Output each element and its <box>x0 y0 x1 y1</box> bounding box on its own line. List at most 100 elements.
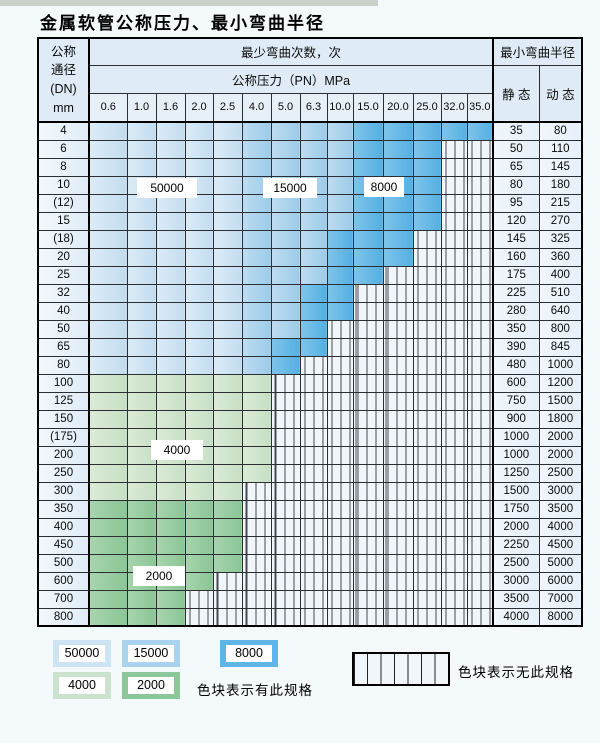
no-spec-cell <box>440 301 468 321</box>
no-spec-cell <box>440 589 468 609</box>
spec-cell-50000 <box>126 319 157 339</box>
spec-cell-4000 <box>241 391 272 411</box>
spec-cell-8000 <box>270 355 301 375</box>
spec-cell-2000 <box>88 553 128 573</box>
dn-value: 4 <box>37 121 90 141</box>
spec-cell-4000 <box>241 427 272 447</box>
no-spec-cell <box>382 409 414 429</box>
dynamic-radius-value: 360 <box>538 247 583 267</box>
spec-cell-50000 <box>155 121 186 141</box>
pressure-tick: 2.0 <box>184 92 214 123</box>
spec-cell-2000 <box>88 571 128 591</box>
spec-cell-8000 <box>270 337 301 357</box>
bend-count-header: 最少弯曲次数，次 <box>88 37 494 66</box>
no-spec-cell <box>299 391 328 411</box>
pressure-tick: 0.6 <box>88 92 128 123</box>
no-spec-cell <box>412 445 442 465</box>
spec-cell-8000 <box>352 121 384 141</box>
no-spec-cell <box>326 571 354 591</box>
dn-header-line: mm <box>53 100 74 115</box>
no-spec-cell <box>326 409 354 429</box>
spec-cell-4000 <box>184 481 214 501</box>
no-spec-cell <box>326 391 354 411</box>
dynamic-radius-value: 80 <box>538 121 583 141</box>
dynamic-radius-value: 2500 <box>538 463 583 483</box>
spec-cell-8000 <box>382 121 414 141</box>
dn-value: 50 <box>37 319 90 339</box>
spec-cell-4000 <box>184 463 214 483</box>
spec-cell-2000 <box>88 499 128 519</box>
no-spec-cell <box>466 391 494 411</box>
no-spec-cell <box>270 409 301 429</box>
spec-cell-15000 <box>241 265 272 285</box>
scan-edge-strip <box>0 0 378 6</box>
spec-cell-2000 <box>155 607 186 627</box>
no-spec-cell <box>440 391 468 411</box>
no-spec-cell <box>466 517 494 537</box>
spec-cell-4000 <box>126 409 157 429</box>
no-spec-cell <box>352 319 384 339</box>
no-spec-cell <box>241 499 272 519</box>
static-radius-value: 120 <box>492 211 540 231</box>
spec-cell-2000 <box>212 517 243 537</box>
no-spec-cell <box>326 463 354 483</box>
static-radius-value: 175 <box>492 265 540 285</box>
no-spec-cell <box>440 265 468 285</box>
spec-cell-4000 <box>88 481 128 501</box>
spec-cell-15000 <box>326 139 354 159</box>
no-spec-cell <box>440 319 468 339</box>
spec-cell-50000 <box>126 229 157 249</box>
no-spec-cell <box>382 337 414 357</box>
legend-no-spec-swatch <box>352 652 450 686</box>
dn-value: 700 <box>37 589 90 609</box>
static-radius-value: 65 <box>492 157 540 177</box>
spec-cell-8000 <box>352 247 384 267</box>
no-spec-cell <box>382 301 414 321</box>
spec-cell-50000 <box>155 211 186 231</box>
table-row: 65 390 845 <box>37 337 583 357</box>
static-radius-value: 4000 <box>492 607 540 627</box>
no-spec-cell <box>412 427 442 447</box>
no-spec-cell <box>412 301 442 321</box>
spec-cell-15000 <box>270 301 301 321</box>
no-spec-cell <box>412 265 442 285</box>
no-spec-cell <box>440 517 468 537</box>
spec-cell-8000 <box>299 283 328 303</box>
no-spec-cell <box>382 589 414 609</box>
spec-cell-2000 <box>212 535 243 555</box>
dn-value: 150 <box>37 409 90 429</box>
no-spec-cell <box>440 229 468 249</box>
legend-no-spec-text: 色块表示无此规格 <box>458 665 574 680</box>
dn-value: 350 <box>37 499 90 519</box>
no-spec-cell <box>412 409 442 429</box>
spec-cell-4000 <box>212 373 243 393</box>
spec-cell-8000 <box>412 211 442 231</box>
spec-cell-50000 <box>212 157 243 177</box>
no-spec-cell <box>382 265 414 285</box>
spec-cell-15000 <box>241 283 272 303</box>
spec-cell-50000 <box>126 265 157 285</box>
spec-cell-15000 <box>326 157 354 177</box>
spec-cell-2000 <box>212 499 243 519</box>
legend-swatch-label: 2000 <box>128 677 174 694</box>
no-spec-cell <box>326 337 354 357</box>
spec-cell-50000 <box>88 265 128 285</box>
spec-cell-15000 <box>241 319 272 339</box>
spec-cell-50000 <box>126 121 157 141</box>
dn-value: 200 <box>37 445 90 465</box>
spec-cell-8000 <box>440 121 468 141</box>
no-spec-cell <box>466 337 494 357</box>
dynamic-radius-value: 1000 <box>538 355 583 375</box>
spec-cell-4000 <box>241 409 272 429</box>
static-radius-value: 3500 <box>492 589 540 609</box>
dynamic-radius-value: 2000 <box>538 445 583 465</box>
static-radius-value: 225 <box>492 283 540 303</box>
dn-value: 600 <box>37 571 90 591</box>
no-spec-cell <box>466 139 494 159</box>
no-spec-cell <box>440 571 468 591</box>
no-spec-cell <box>326 607 354 627</box>
no-spec-cell <box>440 553 468 573</box>
spec-cell-50000 <box>212 211 243 231</box>
no-spec-cell <box>382 283 414 303</box>
no-spec-cell <box>412 535 442 555</box>
